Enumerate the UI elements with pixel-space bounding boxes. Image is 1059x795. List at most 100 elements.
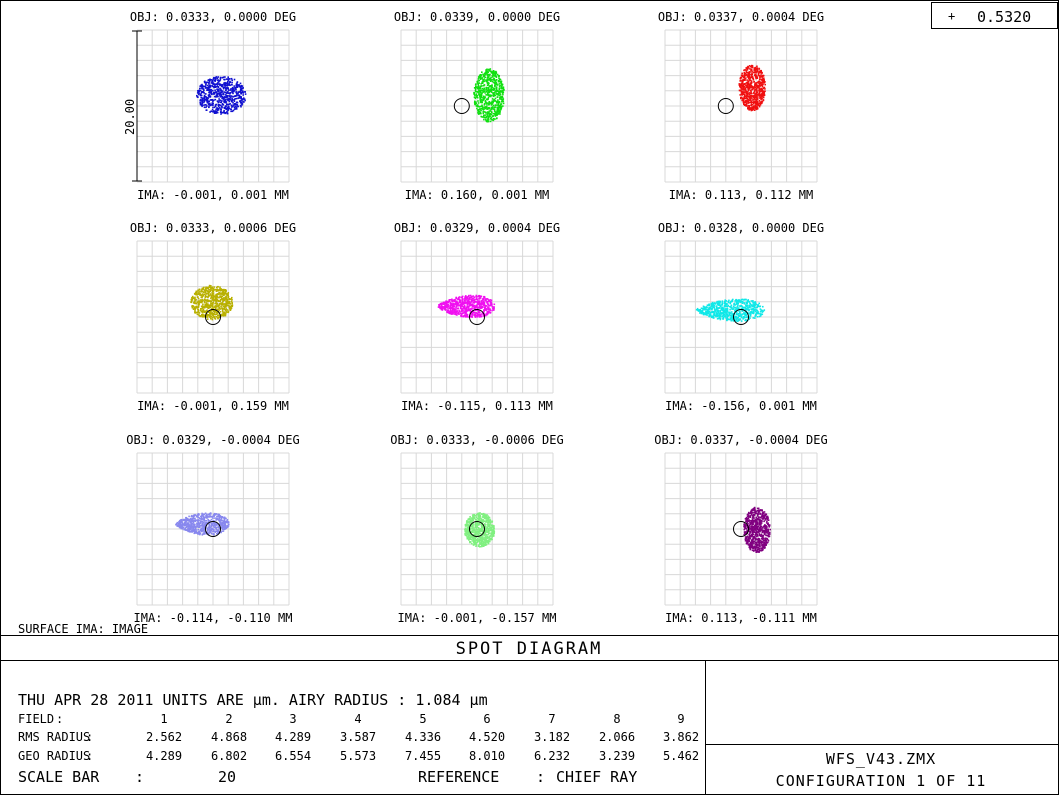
scale-bar-footer-value: 20 [218, 768, 236, 786]
geo-values: 4.289 6.802 6.554 5.573 7.455 8.010 6.232 3.239… [146, 749, 699, 763]
obj-label-1: OBJ: 0.0333, 0.0000 DEG [130, 10, 296, 24]
spot-plot-8: OBJ: 0.0333, -0.0006 DEG IMA: -0.001, -0.… [390, 433, 563, 625]
airy-circle [469, 521, 485, 537]
geo-value-3: 6.554 [275, 749, 311, 763]
spot-plot-6: OBJ: 0.0328, 0.0000 DEG IMA: -0.156, 0.00… [658, 221, 824, 413]
spot-plot-5: OBJ: 0.0329, 0.0004 DEG IMA: -0.115, 0.11… [394, 221, 560, 413]
wavelength-box: + 0.5320 [931, 2, 1058, 29]
rms-value-6: 4.520 [469, 730, 505, 744]
field-numbers: 1 2 3 4 5 6 7 8 9 [160, 712, 684, 726]
ima-label-9: IMA: 0.113, -0.111 MM [665, 611, 817, 625]
ima-label-4: IMA: -0.001, 0.159 MM [137, 399, 289, 413]
airy-circle [205, 521, 221, 537]
rms-colon: : [86, 730, 93, 744]
plot-grid [400, 29, 554, 183]
spot-plot-1: OBJ: 0.0333, 0.0000 DEG IMA: -0.001, 0.00… [130, 10, 296, 202]
scale-bar-footer-colon: : [135, 768, 144, 786]
surface-label: SURFACE IMA: IMAGE [18, 622, 148, 636]
spot-plot-4: OBJ: 0.0333, 0.0006 DEG IMA: -0.001, 0.15… [130, 221, 296, 413]
plot-grid [136, 452, 290, 606]
spot-cloud-5 [437, 294, 496, 318]
obj-label-4: OBJ: 0.0333, 0.0006 DEG [130, 221, 296, 235]
geo-value-1: 4.289 [146, 749, 182, 763]
geo-value-4: 5.573 [340, 749, 376, 763]
spot-cloud-1 [196, 76, 247, 115]
ima-label-8: IMA: -0.001, -0.157 MM [398, 611, 557, 625]
field-label: FIELD [18, 712, 54, 726]
spot-plots: OBJ: 0.0333, 0.0000 DEG IMA: -0.001, 0.00… [126, 10, 827, 625]
field-number-5: 5 [419, 712, 426, 726]
wavelength-value: 0.5320 [977, 8, 1031, 26]
geo-label: GEO RADIUS [18, 749, 90, 763]
spot-plot-7: OBJ: 0.0329, -0.0004 DEG IMA: -0.114, -0.… [126, 433, 299, 625]
airy-circle [717, 98, 734, 114]
spot-cloud-3 [738, 64, 766, 112]
scale-bar-label: 20.00 [123, 99, 137, 135]
rms-value-8: 2.066 [599, 730, 635, 744]
rms-value-7: 3.182 [534, 730, 570, 744]
rms-label: RMS RADIUS [18, 730, 90, 744]
rms-value-4: 3.587 [340, 730, 376, 744]
field-number-2: 2 [225, 712, 232, 726]
info-line: THU APR 28 2011 UNITS ARE µm. AIRY RADIU… [18, 691, 488, 709]
plot-grid [400, 452, 554, 606]
scale-bar-footer-label: SCALE BAR [18, 768, 100, 786]
field-number-6: 6 [483, 712, 490, 726]
plot-grid [664, 452, 818, 606]
geo-value-5: 7.455 [405, 749, 441, 763]
rms-values: 2.562 4.868 4.289 3.587 4.336 4.520 3.182 2.066… [146, 730, 699, 744]
rms-value-1: 2.562 [146, 730, 182, 744]
scale-bar: 20.00 [123, 30, 142, 182]
airy-circle [453, 98, 470, 114]
plot-grid [664, 29, 818, 183]
field-number-8: 8 [613, 712, 620, 726]
spot-cloud-6 [695, 298, 766, 323]
ima-label-6: IMA: -0.156, 0.001 MM [665, 399, 817, 413]
spot-cloud-8 [464, 512, 496, 548]
geo-value-6: 8.010 [469, 749, 505, 763]
airy-circle [733, 521, 749, 537]
geo-value-8: 3.239 [599, 749, 635, 763]
rms-value-2: 4.868 [211, 730, 247, 744]
footer-title: SPOT DIAGRAM [456, 639, 603, 659]
obj-label-3: OBJ: 0.0337, 0.0004 DEG [658, 10, 824, 24]
field-number-3: 3 [289, 712, 296, 726]
rms-value-3: 4.289 [275, 730, 311, 744]
ima-label-2: IMA: 0.160, 0.001 MM [405, 188, 550, 202]
rms-value-9: 3.862 [663, 730, 699, 744]
obj-label-7: OBJ: 0.0329, -0.0004 DEG [126, 433, 299, 447]
spot-cloud-2 [473, 68, 505, 123]
geo-value-9: 5.462 [663, 749, 699, 763]
airy-circle [205, 309, 221, 325]
rms-value-5: 4.336 [405, 730, 441, 744]
spot-plot-9: OBJ: 0.0337, -0.0004 DEG IMA: 0.113, -0.1… [654, 433, 827, 625]
obj-label-2: OBJ: 0.0339, 0.0000 DEG [394, 10, 560, 24]
spot-plot-3: OBJ: 0.0337, 0.0004 DEG IMA: 0.113, 0.112… [658, 10, 824, 202]
field-number-7: 7 [548, 712, 555, 726]
geo-value-2: 6.802 [211, 749, 247, 763]
reference-value: CHIEF RAY [556, 768, 637, 786]
obj-label-5: OBJ: 0.0329, 0.0004 DEG [394, 221, 560, 235]
airy-circle [733, 309, 749, 325]
obj-label-9: OBJ: 0.0337, -0.0004 DEG [654, 433, 827, 447]
airy-circle [469, 309, 485, 325]
field-number-9: 9 [677, 712, 684, 726]
field-colon: : [56, 712, 63, 726]
ima-label-3: IMA: 0.113, 0.112 MM [669, 188, 814, 202]
ima-label-7: IMA: -0.114, -0.110 MM [134, 611, 293, 625]
spot-cloud-7 [175, 512, 230, 536]
wavelength-symbol: + [948, 9, 955, 23]
footer: SPOT DIAGRAM THU APR 28 2011 UNITS ARE µ… [0, 635, 1059, 795]
configuration: CONFIGURATION 1 OF 11 [776, 772, 987, 790]
spot-cloud-9 [743, 506, 771, 553]
file-name: WFS_V43.ZMX [826, 750, 936, 768]
spot-plot-2: OBJ: 0.0339, 0.0000 DEG IMA: 0.160, 0.001… [394, 10, 560, 202]
obj-label-8: OBJ: 0.0333, -0.0006 DEG [390, 433, 563, 447]
field-number-1: 1 [160, 712, 167, 726]
reference-label: REFERENCE [418, 768, 499, 786]
field-number-4: 4 [354, 712, 361, 726]
spot-cloud-4 [190, 284, 234, 321]
geo-colon: : [86, 749, 93, 763]
